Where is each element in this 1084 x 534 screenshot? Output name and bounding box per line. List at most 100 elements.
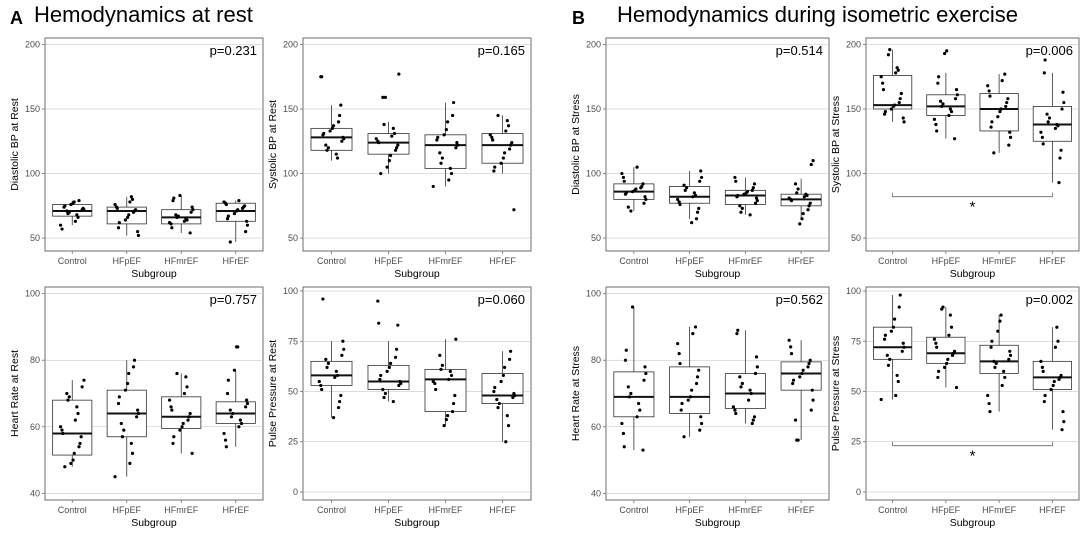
data-point [324, 143, 328, 147]
data-point [452, 100, 456, 105]
data-point [1007, 143, 1011, 147]
x-tick-label: Control [317, 256, 346, 266]
data-point [879, 397, 883, 402]
data-point [120, 435, 125, 439]
data-point [733, 175, 737, 180]
data-point [1061, 90, 1065, 94]
data-point [116, 226, 121, 230]
data-point [61, 431, 65, 436]
data-point [684, 186, 689, 190]
data-point [496, 405, 500, 410]
data-point [810, 388, 814, 392]
data-point [77, 199, 81, 203]
data-point [1039, 130, 1043, 134]
x-axis-title: Subgroup [394, 517, 440, 529]
data-point [999, 107, 1003, 111]
data-point [882, 112, 887, 116]
data-point [335, 373, 340, 378]
data-point [493, 385, 497, 390]
data-point [338, 399, 342, 404]
data-point [937, 75, 941, 79]
data-point [125, 215, 130, 220]
x-tick-label: HFrEF [1039, 505, 1066, 515]
data-point [388, 153, 393, 158]
data-point [1058, 156, 1062, 160]
data-point [1042, 399, 1046, 404]
y-tick-label: 50 [591, 233, 601, 243]
data-point [450, 113, 455, 118]
data-point [502, 151, 507, 155]
data-point [1003, 72, 1007, 76]
data-point [504, 440, 508, 444]
x-tick-label: Control [58, 256, 87, 266]
data-point [510, 140, 514, 145]
data-point [1053, 345, 1058, 349]
data-point [1008, 353, 1013, 357]
data-point [894, 71, 898, 75]
data-point [693, 325, 698, 329]
data-point [630, 305, 635, 309]
data-point [185, 385, 189, 389]
data-point [643, 365, 647, 369]
data-point [438, 151, 442, 155]
data-point [383, 95, 387, 99]
data-point [331, 416, 336, 420]
data-point [325, 365, 329, 369]
y-tick-label: 100 [846, 286, 861, 296]
data-point [751, 186, 755, 190]
data-point [891, 325, 896, 329]
data-point [488, 133, 492, 137]
data-point [123, 218, 128, 222]
data-point [736, 328, 740, 332]
data-point [942, 51, 947, 56]
data-point [113, 475, 117, 479]
data-point [381, 95, 385, 99]
data-point [319, 75, 323, 79]
data-point [894, 393, 898, 398]
data-point [171, 441, 175, 446]
data-point [676, 197, 680, 201]
data-point [382, 395, 386, 400]
data-point [1055, 325, 1059, 329]
data-point [123, 388, 128, 392]
panel-a-letter: A [10, 8, 23, 28]
data-point [889, 329, 893, 333]
data-point [753, 201, 758, 205]
data-point [75, 213, 79, 217]
data-point [996, 115, 1000, 119]
data-point [439, 367, 443, 371]
x-tick-label: HFrEF [223, 505, 250, 515]
data-point [697, 206, 701, 210]
data-point [636, 401, 641, 406]
data-point [748, 213, 752, 217]
data-point [377, 321, 381, 325]
data-point [182, 219, 186, 223]
data-point [180, 425, 184, 429]
box-hfmref [979, 344, 1019, 374]
data-point [622, 179, 626, 183]
data-point [440, 363, 444, 367]
data-point [750, 421, 754, 426]
data-point [330, 126, 334, 130]
data-point [78, 441, 82, 446]
data-point [178, 428, 182, 432]
data-point [902, 345, 906, 349]
data-point [677, 200, 681, 204]
data-point [383, 391, 387, 396]
data-point [787, 338, 791, 342]
data-point [376, 139, 380, 143]
data-point [990, 120, 994, 124]
data-point [938, 99, 943, 103]
data-point [892, 317, 897, 321]
x-tick-label: Control [58, 505, 87, 515]
data-point [889, 107, 893, 111]
data-point [132, 358, 137, 362]
data-point [69, 461, 73, 465]
box-hfpef [669, 186, 711, 204]
data-point [395, 146, 399, 150]
data-point [228, 408, 232, 412]
data-point [948, 107, 952, 111]
data-point [1059, 148, 1063, 152]
plot-frame [865, 286, 1080, 501]
data-point [493, 165, 497, 169]
